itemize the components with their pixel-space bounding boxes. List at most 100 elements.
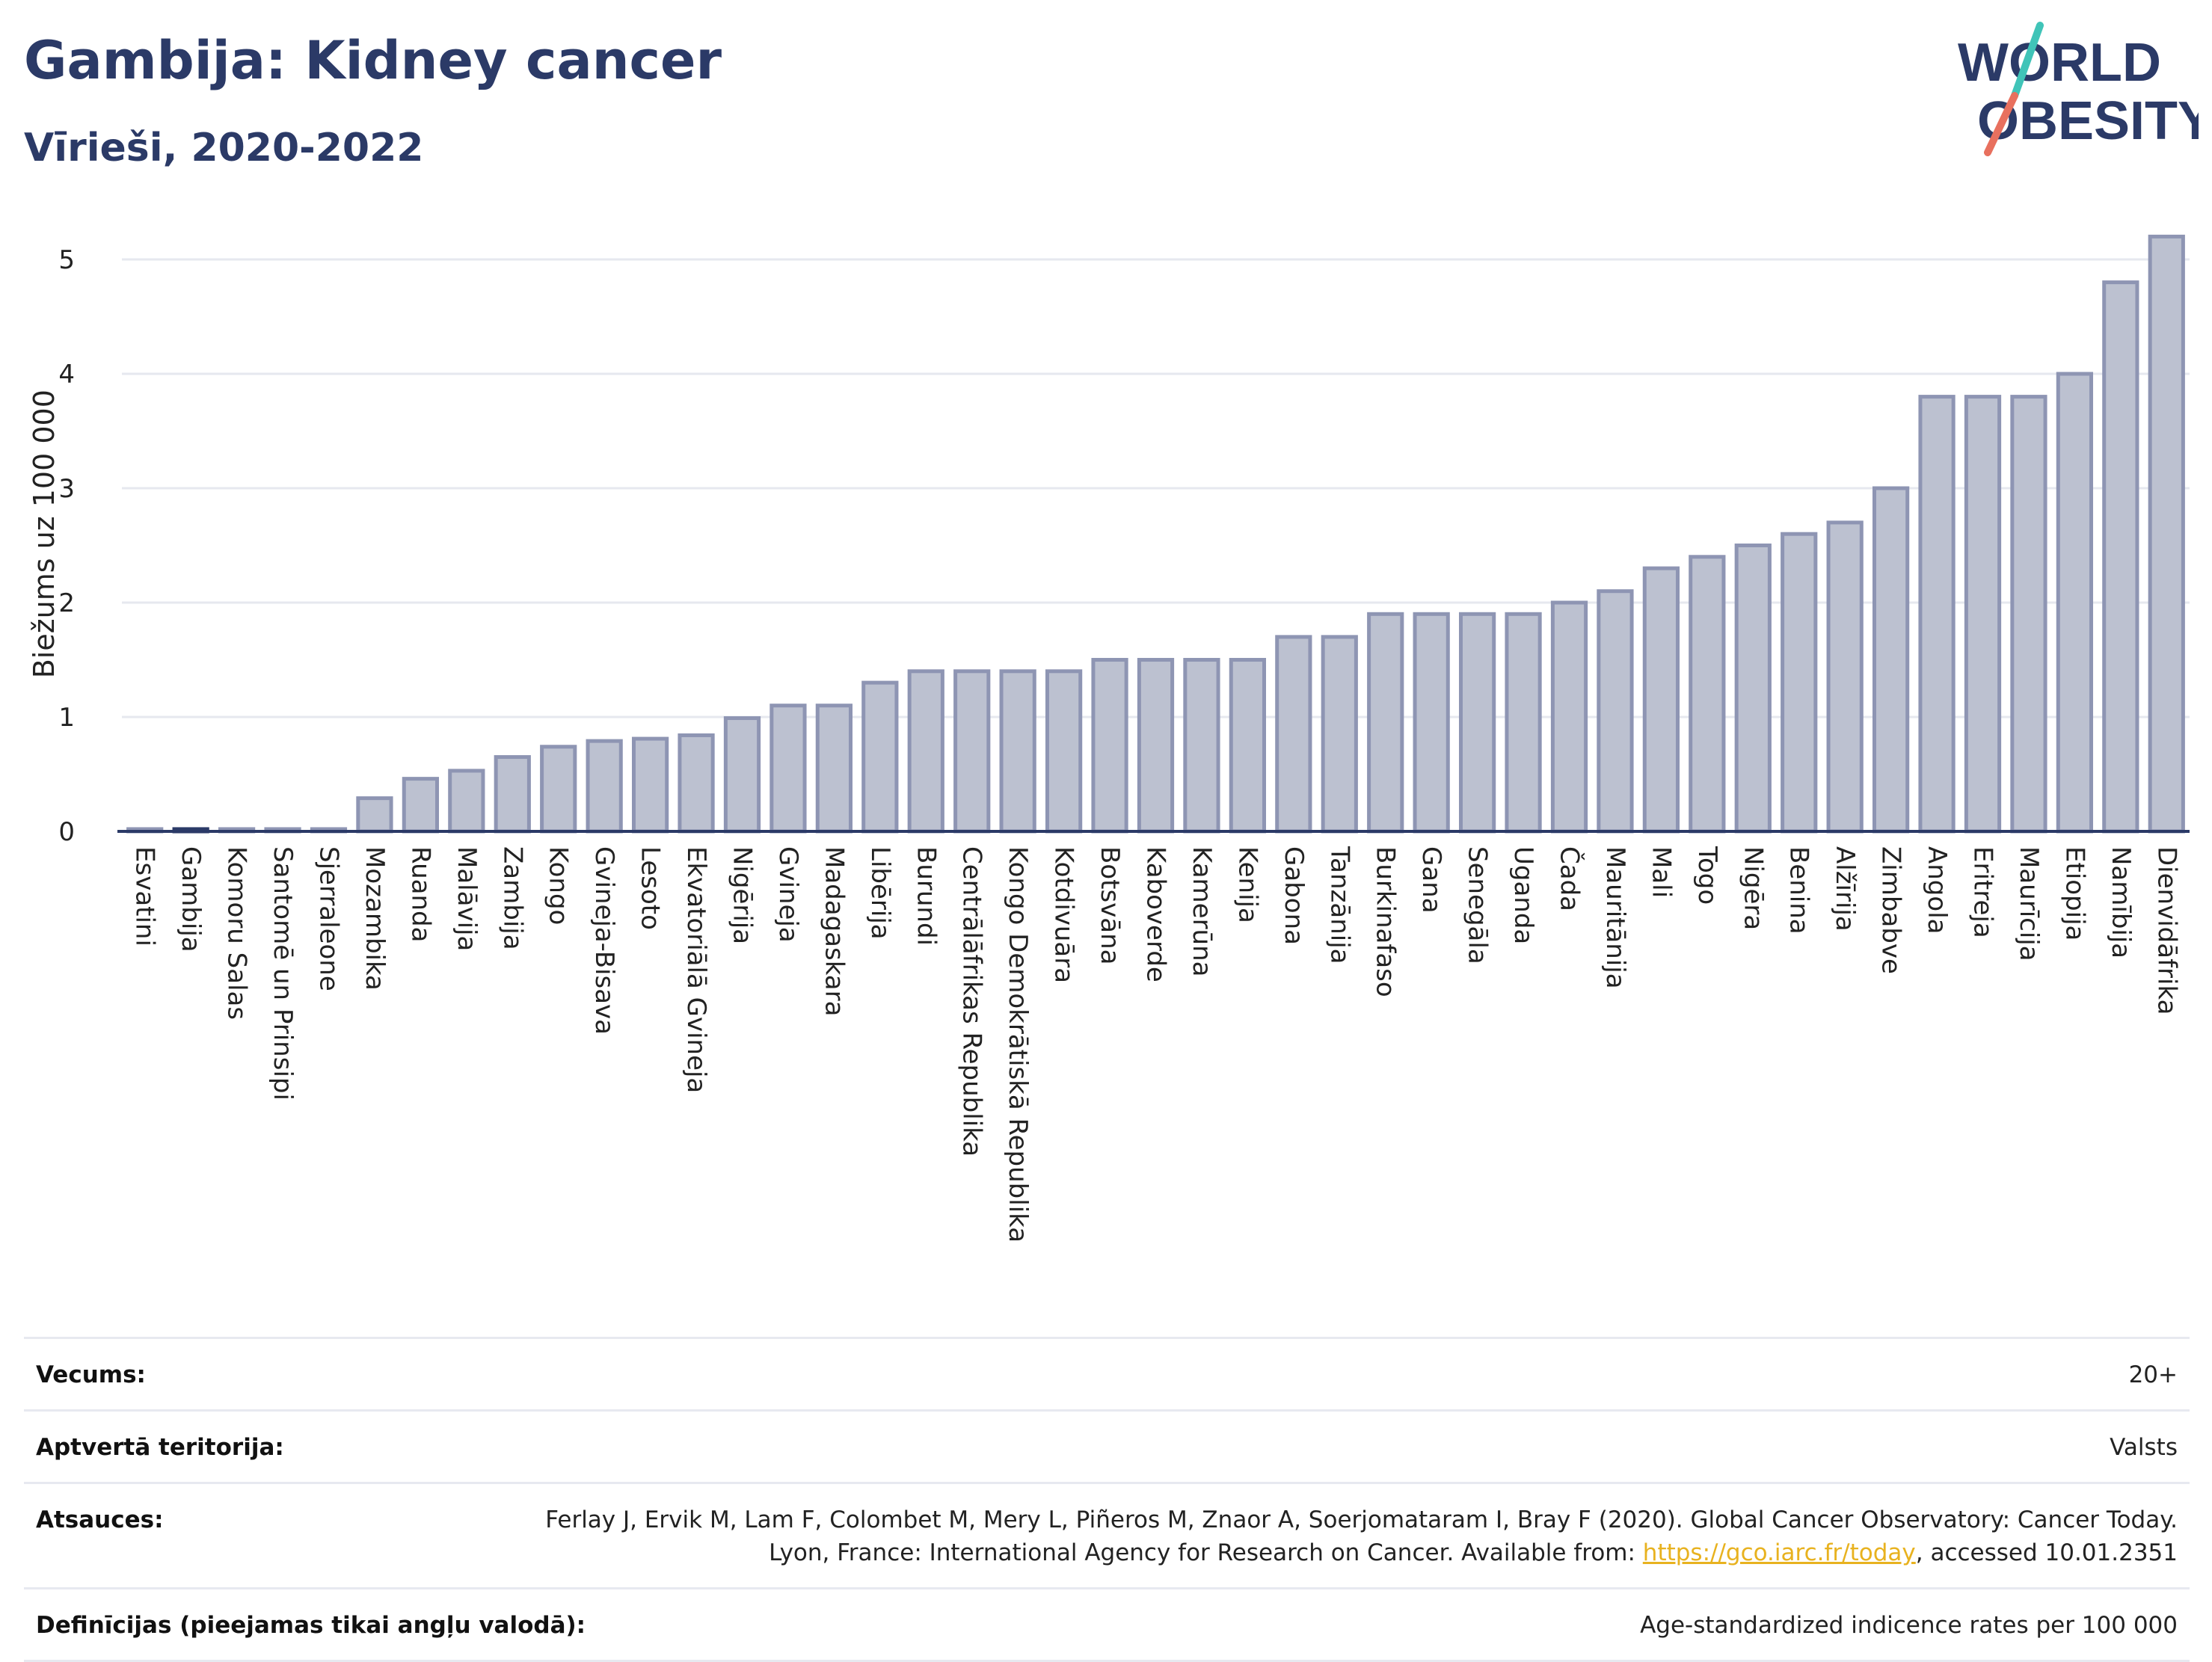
x-tick-label: Kenija (1232, 846, 1262, 923)
bar-kongo-demokr-tisk-republika[interactable] (999, 669, 1036, 834)
bar-chart: 0 1 2 3 4 5 Biežums uz 100 000 Esvatini Gambija K… (28, 234, 2190, 1243)
bar-gvineja-bisava[interactable] (586, 739, 623, 834)
bar-madagaskara[interactable] (815, 704, 853, 834)
coverage-label: Aptvertā teritorija: (36, 1434, 284, 1461)
logo-slash-teal (2011, 22, 2044, 99)
x-tick-label: Alžīrija (1830, 846, 1860, 932)
bars (126, 234, 2185, 834)
bar-botsv-na[interactable] (1091, 658, 1128, 834)
x-tick-label: Malāvija (452, 846, 482, 951)
coverage-value: Valsts (2110, 1434, 2178, 1461)
x-tick-label: Nigēra (1738, 846, 1768, 930)
bar-mali[interactable] (1642, 566, 1680, 834)
references-link[interactable]: https://gco.iarc.fr/today (1642, 1539, 1916, 1566)
x-tick-label: Lesoto (636, 846, 666, 930)
bar-benina[interactable] (1781, 532, 1818, 834)
world-obesity-logo[interactable]: WORLD OBESITY (1944, 21, 2199, 163)
x-tick-label: Gabona (1279, 846, 1309, 945)
bar-zimbabve[interactable] (1872, 486, 1910, 834)
bar-kaboverde[interactable] (1137, 658, 1175, 834)
bar-lesoto[interactable] (631, 736, 669, 834)
bar-eritreja[interactable] (1964, 395, 2002, 834)
bar-mozambika[interactable] (356, 796, 393, 834)
x-tick-label: Burundi (911, 846, 941, 946)
bar-maur-cija[interactable] (2010, 395, 2047, 834)
bar-gana[interactable] (1413, 612, 1450, 834)
x-tick-label: Mauritānija (1600, 846, 1630, 989)
y-tick-label: 5 (58, 245, 75, 275)
x-tick-label: Ekvatoriālā Gvineja (681, 846, 711, 1093)
age-label: Vecums: (36, 1361, 146, 1388)
bar-kamer-na[interactable] (1183, 658, 1220, 834)
bar-maurit-nija[interactable] (1597, 589, 1634, 834)
bar-dienvid-frika[interactable] (2148, 234, 2185, 834)
bar-mal-vija[interactable] (448, 769, 485, 834)
x-tick-label: Gvineja-Bisava (589, 846, 619, 1035)
x-tick-label: Gambija (176, 846, 206, 952)
x-tick-label: Nigērija (728, 846, 758, 944)
x-tick-label: Botsvāna (1095, 846, 1125, 965)
bar-kongo[interactable] (540, 745, 577, 834)
info-table: Vecums: 20+ Aptvertā teritorija: Valsts … (24, 1337, 2190, 1662)
bar-togo[interactable] (1689, 555, 1726, 834)
bar-tanz-nija[interactable] (1321, 635, 1358, 834)
bar-seneg-la[interactable] (1458, 612, 1496, 834)
logo-word-world: WORLD (1958, 33, 2161, 93)
y-tick-label: 2 (58, 588, 75, 618)
x-tick-label: Namībija (2106, 846, 2136, 958)
x-tick-label: Libērija (865, 846, 895, 940)
bar-ekvatori-l-gvineja[interactable] (678, 733, 715, 834)
x-tick-label: Sjerraleone (314, 846, 344, 991)
bar-ruanda[interactable] (402, 777, 440, 834)
bar-angola[interactable] (1918, 395, 1956, 834)
x-tick-label: Togo (1692, 846, 1722, 905)
chart-subtitle: Vīrieši, 2020-2022 (24, 126, 424, 170)
bar-zambija[interactable] (494, 755, 531, 834)
x-tick-label: Tanzānija (1324, 846, 1354, 964)
info-row-age: Vecums: 20+ (24, 1337, 2190, 1409)
x-tick-label: Madagaskara (819, 846, 849, 1016)
bar-lib-rija[interactable] (861, 680, 899, 834)
references-label: Atsauces: (36, 1506, 164, 1533)
logo-slash-coral (1984, 92, 2018, 156)
definitions-label: Definīcijas (pieejamas tikai angļu valod… (36, 1612, 586, 1639)
bar-kotdivu-ra[interactable] (1045, 669, 1083, 834)
y-tick-label: 4 (58, 360, 75, 390)
y-tick-label: 0 (58, 817, 75, 847)
bar-nig-rija[interactable] (723, 716, 761, 834)
references-value: Ferlay J, Ervik M, Lam F, Colombet M, Me… (532, 1504, 2178, 1569)
bar-kenija[interactable] (1229, 658, 1267, 834)
bar-nig-ra[interactable] (1734, 544, 1772, 834)
y-axis-label: Biežums uz 100 000 (28, 390, 61, 678)
bar-etiopija[interactable] (2056, 372, 2094, 834)
x-tick-label: Gvineja (773, 846, 803, 943)
bar-al-rija[interactable] (1826, 520, 1864, 834)
bar-uganda[interactable] (1505, 612, 1542, 834)
x-tick-label: Benina (1784, 846, 1814, 935)
x-tick-label: Gana (1416, 846, 1446, 914)
bar-burkinafaso[interactable] (1367, 612, 1404, 834)
y-tick-label: 3 (58, 474, 75, 504)
bar-centr-l-frikas-republika[interactable] (953, 669, 991, 834)
definitions-value: Age-standardized indicence rates per 100… (1640, 1612, 2178, 1639)
bar-burundi[interactable] (907, 669, 944, 834)
references-accessed: , accessed 10.01.2351 (1915, 1539, 2178, 1566)
x-tick-label: Kongo (544, 846, 574, 925)
bar-nam-bija[interactable] (2102, 280, 2139, 834)
x-tick-label: Ruanda (405, 846, 435, 942)
bar-gabona[interactable] (1275, 635, 1312, 834)
x-tick-label: Kaboverde (1141, 846, 1171, 982)
x-tick-label: Mali (1646, 846, 1676, 898)
y-tick-label: 1 (58, 703, 75, 733)
x-tick-label: Etiopija (2059, 846, 2089, 941)
age-value: 20+ (2128, 1361, 2178, 1388)
info-row-definitions: Definīcijas (pieejamas tikai angļu valod… (24, 1587, 2190, 1662)
x-tick-label: Mozambika (360, 846, 390, 991)
info-row-coverage: Aptvertā teritorija: Valsts (24, 1409, 2190, 1482)
x-tick-label: Zimbabve (1876, 846, 1906, 974)
x-tick-label: Angola (1922, 846, 1952, 934)
bar-gvineja[interactable] (769, 704, 807, 834)
bar--ada[interactable] (1550, 600, 1588, 834)
x-tick-label: Zambija (497, 846, 527, 950)
x-tick-label: Kongo Demokrātiskā Republika (1003, 846, 1033, 1243)
